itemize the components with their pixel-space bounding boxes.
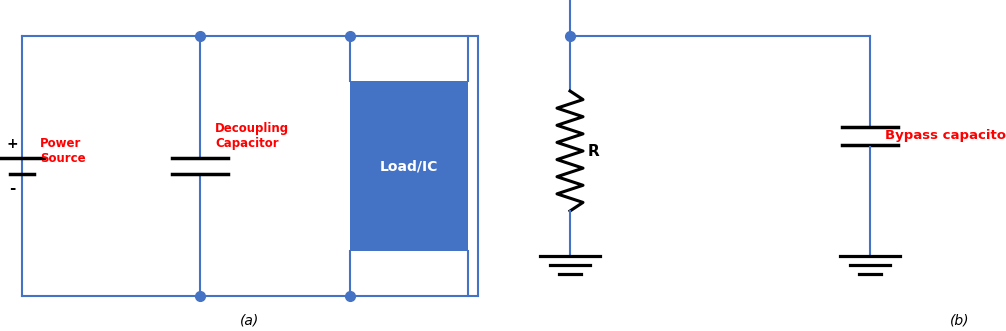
Text: R: R xyxy=(588,144,600,159)
Text: Bypass capacitor: Bypass capacitor xyxy=(885,129,1006,143)
Text: Load/IC: Load/IC xyxy=(380,159,439,173)
Text: Decoupling
Capacitor: Decoupling Capacitor xyxy=(215,122,289,150)
Text: Power
Source: Power Source xyxy=(40,137,86,165)
Text: (b): (b) xyxy=(951,314,970,328)
Text: +: + xyxy=(6,137,18,151)
FancyBboxPatch shape xyxy=(350,81,468,251)
Text: -: - xyxy=(9,180,15,196)
Text: (a): (a) xyxy=(240,314,260,328)
